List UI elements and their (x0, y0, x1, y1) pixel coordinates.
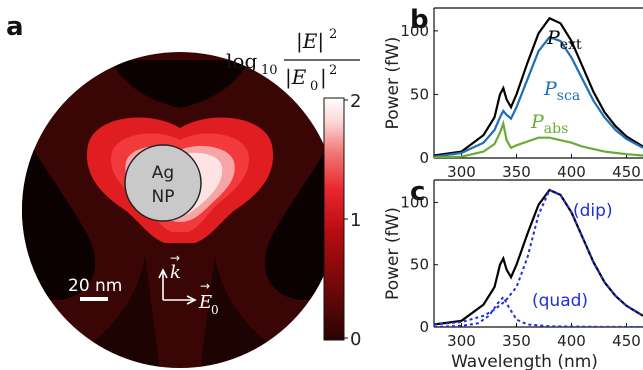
series-label-dip: (dip) (573, 201, 613, 221)
x-tick-label: 350 (502, 163, 531, 181)
y-tick-label: 0 (419, 149, 429, 167)
series-line-0 (434, 188, 643, 326)
k-vector-arrow-icon: → (170, 251, 180, 265)
series-line-pext (434, 16, 643, 157)
series-label-sub: ext (560, 37, 582, 53)
particle-label-ag: Ag (152, 163, 174, 183)
dark-lobe-bottom-left (60, 255, 160, 368)
e0-vector-arrow-icon: → (200, 279, 210, 293)
panel-label-b: b (410, 5, 429, 35)
colorbar-label-0: 0 (350, 329, 361, 350)
y-tick-label: 50 (410, 85, 429, 103)
e0-symbol: E (198, 292, 212, 313)
colorbar-label-1: 1 (350, 210, 361, 231)
series-label-sca: Psca (543, 78, 580, 104)
series-label-abs: Pabs (530, 111, 568, 137)
series-line-pabs (434, 119, 643, 158)
x-tick-label: 450 (612, 163, 641, 181)
series-line-dip (434, 188, 643, 326)
panel-label-c: c (410, 177, 425, 207)
colorbar-log-base: 10 (261, 63, 278, 78)
e0-subscript: 0 (211, 303, 219, 317)
colorbar-numerator-exp: 2 (329, 27, 337, 42)
x-tick-label: 450 (612, 332, 641, 350)
x-axis-label: Wavelength (nm) (451, 352, 598, 370)
x-tick-label: 300 (447, 163, 476, 181)
particle-label-np: NP (152, 187, 175, 207)
e0-arrowhead (186, 295, 197, 305)
colorbar-title: log 10 |E| 2 |E 0 | 2 (226, 27, 360, 94)
panel-c-plot: 0 50 100 300 350 400 450 Power (fW) Wavelength (… (383, 179, 643, 370)
x-tick-label: 400 (557, 163, 586, 181)
silver-nanoparticle (124, 144, 202, 222)
colorbar-log: log (226, 49, 257, 73)
dark-lobe-upper-left (22, 120, 95, 300)
colorbar-label-2: 2 (350, 91, 361, 112)
colorbar (323, 97, 345, 341)
scalebar (80, 297, 108, 301)
field-map: Ag NP (22, 52, 338, 368)
k-arrowhead (158, 268, 168, 279)
scalebar-label: 20 nm (68, 276, 122, 296)
y-tick-label: 100 (400, 22, 429, 40)
series-label-sub: sca (557, 88, 580, 104)
y-axis-label: Power (fW) (383, 37, 403, 130)
colorbar-numerator: |E| (296, 29, 324, 54)
series-line-quad (434, 295, 643, 327)
y-tick-label: 50 (410, 256, 429, 274)
colorbar-denominator-sub: 0 (310, 79, 318, 94)
panel-label-a: a (6, 12, 24, 42)
series-label-quad: (quad) (532, 291, 588, 311)
series-label-sub: abs (544, 121, 569, 137)
colorbar-denominator-close: | (320, 65, 327, 90)
x-tick-label: 400 (557, 332, 586, 350)
y-tick-label: 100 (400, 193, 429, 211)
polarization-axes: k → E 0 → (158, 251, 219, 317)
dark-lobe-top (110, 60, 250, 108)
x-tick-label: 350 (502, 332, 531, 350)
dark-lobe-bottom-right (200, 255, 300, 368)
y-axis-label: Power (fW) (383, 207, 403, 300)
x-tick-label: 300 (447, 332, 476, 350)
series-line-psca (434, 35, 643, 158)
y-tick-label: 0 (419, 318, 429, 336)
colorbar-denominator: |E (285, 65, 307, 90)
k-symbol: k (170, 262, 181, 283)
colorbar-denominator-exp: 2 (329, 63, 337, 78)
